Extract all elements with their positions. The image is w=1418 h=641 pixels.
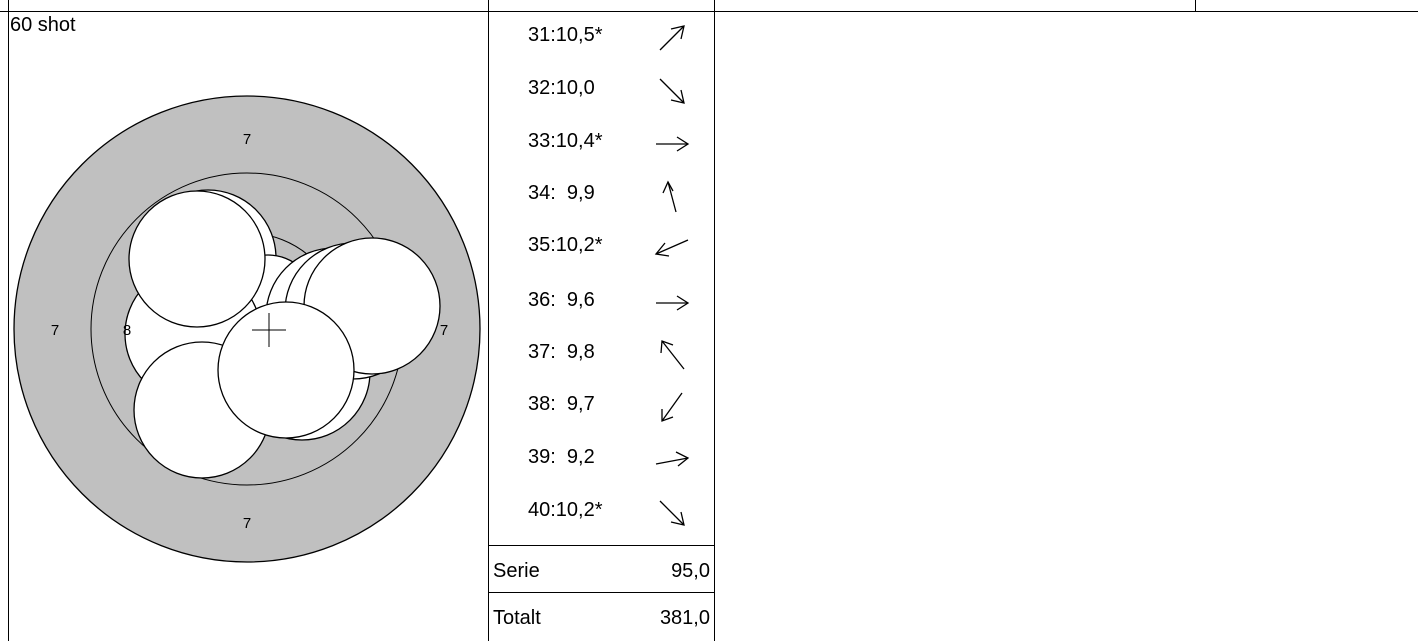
shot-score: 34: 9,9 [528, 182, 595, 204]
shot-row: 34: 9,9 [490, 172, 712, 218]
shot-hole [217, 301, 355, 439]
shot-row: 36: 9,6 [490, 279, 712, 325]
summary-separator-2 [489, 592, 714, 593]
ring-label-top: 7 [243, 131, 251, 148]
ring-label-inner-left: 8 [123, 322, 131, 339]
shot-row: 40:10,2* [490, 489, 712, 535]
shot-hole [128, 190, 266, 328]
shot-score: 38: 9,7 [528, 393, 595, 415]
serie-value: 95,0 [671, 560, 710, 582]
shot-score: 31:10,5* [528, 24, 603, 46]
arrow-down-left-icon [661, 392, 683, 422]
shot-score: 40:10,2* [528, 499, 603, 521]
arrow-right-icon [656, 136, 690, 152]
grid-left-border [8, 0, 9, 641]
arrow-left-icon [654, 239, 689, 257]
arrow-right-icon [656, 295, 690, 311]
shot-row: 37: 9,8 [490, 331, 712, 377]
ring-label-left: 7 [51, 322, 59, 339]
shot-score: 32:10,0 [528, 77, 595, 99]
grid-top-line [0, 11, 1418, 12]
totalt-value: 381,0 [659, 607, 710, 629]
shot-row: 31:10,5* [490, 14, 712, 60]
grid-divider-2 [714, 0, 715, 641]
shot-holes [124, 189, 441, 479]
ring-label-bottom: 7 [243, 515, 251, 532]
shot-row: 38: 9,7 [490, 383, 712, 429]
ring-label-right: 7 [440, 322, 448, 339]
serie-label: Serie [493, 560, 540, 582]
shot-row: 39: 9,2 [490, 436, 712, 482]
shot-score: 35:10,2* [528, 234, 603, 256]
shot-score: 37: 9,8 [528, 341, 595, 363]
center-crosshair [252, 313, 286, 347]
shot-score: 36: 9,6 [528, 289, 595, 311]
target-title: 60 shot [10, 14, 76, 36]
summary-separator-1 [489, 545, 714, 546]
shot-row: 35:10,2* [490, 224, 712, 270]
arrow-right-icon [655, 451, 690, 467]
shot-score: 33:10,4* [528, 130, 603, 152]
totalt-row: Totalt 381,0 [491, 595, 712, 639]
shot-row: 32:10,0 [490, 67, 712, 113]
grid-divider-1 [488, 0, 489, 641]
grid-divider-3 [1195, 0, 1196, 11]
shooting-target: 7 7 7 7 8 [13, 95, 481, 563]
arrow-up-right-icon [659, 25, 685, 51]
shot-row: 33:10,4* [490, 120, 712, 166]
arrow-down-right-icon [659, 78, 685, 104]
shot-score: 39: 9,2 [528, 446, 595, 468]
arrow-down-right-icon [659, 500, 685, 526]
arrow-up-left-icon [660, 340, 685, 370]
arrow-up-icon [662, 180, 677, 213]
totalt-label: Totalt [493, 607, 541, 629]
serie-row: Serie 95,0 [491, 548, 712, 592]
